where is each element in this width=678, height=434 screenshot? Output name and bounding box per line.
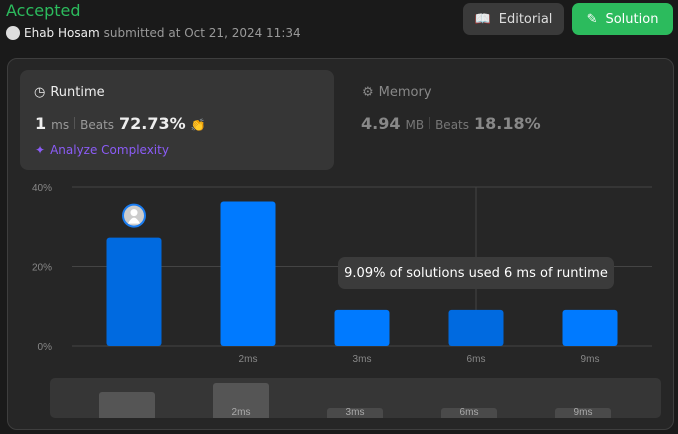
avatar-head (130, 209, 138, 217)
memory-value: 4.94 MB Beats 18.18% (361, 114, 541, 133)
runtime-card[interactable] (20, 70, 334, 170)
edit-icon: ✎ (586, 11, 598, 27)
submitted-time: submitted at Oct 21, 2024 11:34 (103, 26, 301, 40)
x-tick-label: 9ms (581, 354, 600, 365)
sparkle-icon: ✦ (35, 143, 46, 157)
memory-beats: 18.18% (474, 114, 541, 133)
avatar-body (128, 217, 140, 224)
runtime-value: 1 ms Beats 72.73% 👏 (35, 114, 206, 133)
bar[interactable] (448, 309, 504, 346)
mini-bar (99, 392, 155, 418)
runtime-title: Runtime (50, 85, 105, 100)
runtime-beats: 72.73% (119, 114, 186, 133)
mini-bar: 9ms (555, 407, 611, 418)
bar[interactable] (220, 201, 276, 346)
clap-icon: 👏 (190, 118, 206, 132)
editorial-button[interactable]: 📖 Editorial (463, 3, 564, 35)
bar[interactable] (106, 237, 162, 346)
avatar[interactable] (6, 26, 20, 40)
memory-number: 4.94 (361, 114, 401, 133)
editorial-label: Editorial (498, 11, 553, 27)
beats-label: Beats (435, 118, 470, 132)
x-tick-label: 3ms (353, 354, 372, 365)
submission-status: Accepted (6, 1, 81, 20)
bar[interactable] (334, 309, 390, 346)
runtime-number: 1 (35, 114, 47, 133)
mini-bar: 6ms (441, 407, 497, 418)
analyze-label: Analyze Complexity (50, 143, 169, 157)
book-icon: 📖 (474, 11, 491, 27)
mini-bar: 2ms (213, 383, 269, 418)
x-tick-label: 6ms (467, 354, 486, 365)
y-tick-label: 0% (38, 342, 53, 353)
bar[interactable] (562, 309, 618, 346)
divider (74, 117, 76, 129)
analyze-complexity-button[interactable]: ✦ Analyze Complexity (35, 143, 169, 157)
solution-button[interactable]: ✎ Solution (572, 3, 673, 35)
divider (429, 117, 431, 129)
clock-icon: ◷ (34, 85, 46, 100)
chart-range-slider[interactable]: 2ms 3ms 6ms 9ms (50, 378, 661, 418)
memory-label[interactable]: ⚙ Memory (362, 85, 432, 100)
runtime-label: ◷ Runtime (34, 85, 105, 100)
chip-icon: ⚙ (362, 85, 374, 100)
y-tick-label: 20% (32, 263, 52, 274)
memory-title: Memory (378, 85, 432, 100)
runtime-unit: ms (51, 118, 70, 132)
y-tick-label: 40% (32, 183, 52, 194)
beats-label: Beats (80, 118, 115, 132)
memory-unit: MB (405, 118, 425, 132)
submission-info: Ehab Hosam submitted at Oct 21, 2024 11:… (6, 26, 301, 40)
username-link[interactable]: Ehab Hosam (24, 26, 100, 40)
x-tick-label: 2ms (239, 354, 258, 365)
chart-tooltip: 9.09% of solutions used 6 ms of runtime (338, 257, 614, 289)
mini-bar: 3ms (327, 407, 383, 418)
solution-label: Solution (605, 11, 659, 27)
